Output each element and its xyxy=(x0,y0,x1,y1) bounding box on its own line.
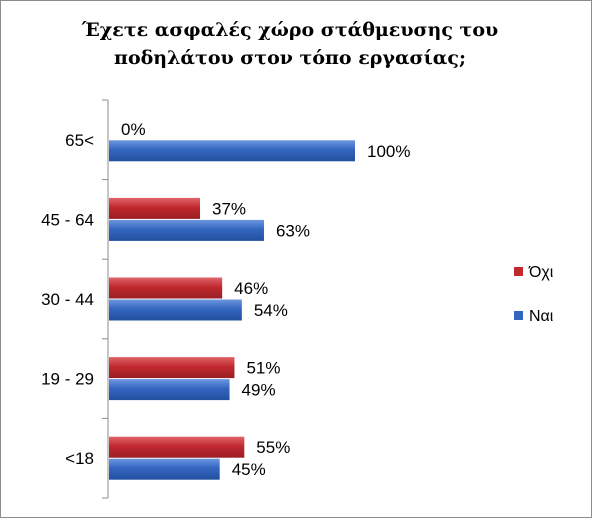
bar-nai xyxy=(109,299,242,321)
data-label: 45% xyxy=(232,460,266,479)
category-tick-label: 30 - 44 xyxy=(41,290,94,309)
category-tick-label: 19 - 29 xyxy=(41,370,94,389)
bar-nai xyxy=(109,458,220,480)
data-label: 0% xyxy=(121,120,146,139)
data-label: 63% xyxy=(276,221,310,240)
category-tick-label: 45 - 64 xyxy=(41,210,94,229)
data-label: 51% xyxy=(246,359,280,378)
bar-ochi xyxy=(109,277,223,299)
bar-nai xyxy=(109,219,264,241)
data-label: 37% xyxy=(212,199,246,218)
data-label: 49% xyxy=(242,381,276,400)
category-tick-label: 65< xyxy=(65,131,94,150)
data-label: 55% xyxy=(256,438,290,457)
bar-ochi xyxy=(109,197,201,219)
data-label: 100% xyxy=(367,142,410,161)
legend-label-ochi: Όχι xyxy=(528,264,554,281)
data-label: 54% xyxy=(254,301,288,320)
data-label: 46% xyxy=(234,279,268,298)
bar-ochi xyxy=(109,357,235,379)
category-tick-label: <18 xyxy=(65,449,94,468)
legend-label-nai: Ναι xyxy=(529,308,554,325)
legend-swatch-nai xyxy=(514,311,523,320)
chart-title: Έχετε ασφαλές χώρο στάθμευσης του ποδηλά… xyxy=(81,19,499,69)
bar-nai xyxy=(109,379,230,401)
legend-swatch-ochi xyxy=(514,267,523,276)
bar-nai xyxy=(109,140,355,162)
bar-ochi xyxy=(109,436,245,458)
